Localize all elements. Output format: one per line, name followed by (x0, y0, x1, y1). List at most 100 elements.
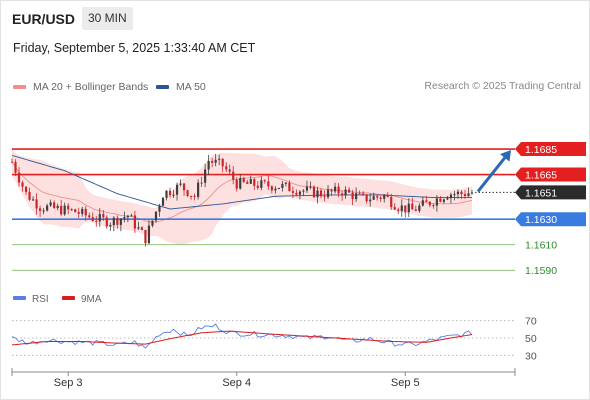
candle-body (267, 181, 270, 187)
x-tick-label-1: Sep 4 (222, 377, 251, 389)
candle-body (467, 193, 470, 197)
candle-body (355, 193, 358, 200)
candle-body (109, 225, 112, 227)
candle-body (344, 189, 347, 196)
candle-body (84, 208, 87, 216)
candle-body (312, 186, 316, 198)
levels-layer (12, 148, 515, 271)
candle-body (186, 190, 189, 196)
candle-body (383, 195, 386, 199)
candle-body (288, 182, 291, 192)
level-tag-1 (515, 167, 586, 182)
candle-body (414, 209, 417, 211)
research-credit: Research © 2025 Trading Central (424, 80, 581, 92)
candle-body (365, 194, 368, 202)
forecast-arrow-layer (476, 150, 511, 193)
rsi-tick-1: 50 (525, 333, 537, 345)
candle-body (56, 205, 59, 208)
candle-body (400, 205, 403, 212)
candle-body (158, 205, 161, 212)
candle-body (421, 200, 424, 206)
candle-body (453, 194, 456, 196)
candle-body (119, 218, 122, 225)
forecast-arrow-head (500, 150, 511, 162)
ma-bb-swatch (13, 85, 26, 90)
candle-body (207, 160, 210, 170)
timeframe-button[interactable]: 30 MIN (82, 7, 133, 30)
candle-body (404, 205, 407, 213)
ma20-line (11, 161, 473, 223)
candle-body (31, 199, 35, 201)
candle-body (10, 161, 14, 163)
candle-body (218, 158, 221, 160)
candle-body (197, 182, 200, 197)
candle-body (88, 215, 91, 218)
candle-body (390, 196, 393, 208)
candle-body (126, 215, 129, 218)
level-tag-2 (515, 212, 586, 227)
candle-body (277, 187, 280, 189)
candle-body (270, 186, 273, 191)
candle-body (77, 212, 80, 214)
candle-body (428, 201, 431, 206)
symbol-label: EUR/USD (12, 11, 76, 27)
candle-body (369, 199, 372, 202)
candle-body (260, 180, 263, 188)
candle-body (151, 220, 154, 226)
candle-body (102, 214, 105, 218)
candle-body (439, 198, 442, 202)
candle-body (239, 178, 242, 189)
candle-body (67, 205, 70, 210)
bollinger-band-layer (11, 147, 473, 245)
candle-body (91, 217, 94, 221)
candle-body (446, 198, 449, 200)
candle-body (81, 208, 84, 214)
candle-body (235, 179, 238, 189)
candle-body (362, 193, 365, 195)
candle-body (397, 209, 400, 212)
candle-body (105, 217, 108, 227)
candle-body (98, 214, 101, 222)
candle-body (330, 189, 333, 192)
candle-body (46, 205, 49, 211)
candle-body (137, 227, 140, 229)
candle-body (28, 191, 31, 200)
candle-body (221, 158, 224, 167)
candle-body (175, 184, 179, 195)
candle-body (386, 195, 389, 197)
candle-body (133, 215, 136, 229)
level-label-1: 1.1665 (525, 170, 557, 182)
legend-ma-bb-label: MA 20 + Bollinger Bands (33, 81, 149, 93)
candle-body (172, 194, 175, 196)
candle-body (372, 196, 375, 200)
ma9-legend-label: 9MA (81, 294, 102, 305)
candle-body (253, 179, 256, 186)
candle-body (411, 203, 414, 210)
candle-body (309, 186, 312, 188)
candle-body (168, 190, 172, 196)
candle-body (425, 200, 428, 202)
candle-body (305, 186, 309, 191)
candle-body (407, 203, 410, 213)
candle-body (256, 185, 259, 188)
candle-body (284, 182, 287, 184)
candle-body (189, 195, 193, 197)
candle-body (470, 192, 474, 194)
candle-body (348, 189, 351, 193)
candle-body (449, 194, 453, 199)
candle-body (200, 182, 203, 184)
candle-body (274, 188, 277, 191)
candle-body (316, 190, 319, 198)
candle-body (319, 190, 323, 197)
candle-body (295, 192, 298, 195)
legend-ma-bb: MA 20 + Bollinger Bands (13, 80, 148, 94)
candle-body (323, 196, 326, 198)
candle-body (246, 181, 249, 184)
candle-body (63, 205, 66, 215)
candle-body (393, 207, 396, 210)
candle-body (116, 217, 119, 225)
candle-body (161, 197, 165, 206)
candle-body (463, 194, 467, 197)
candle-body (281, 183, 284, 188)
candle-body (214, 159, 217, 163)
